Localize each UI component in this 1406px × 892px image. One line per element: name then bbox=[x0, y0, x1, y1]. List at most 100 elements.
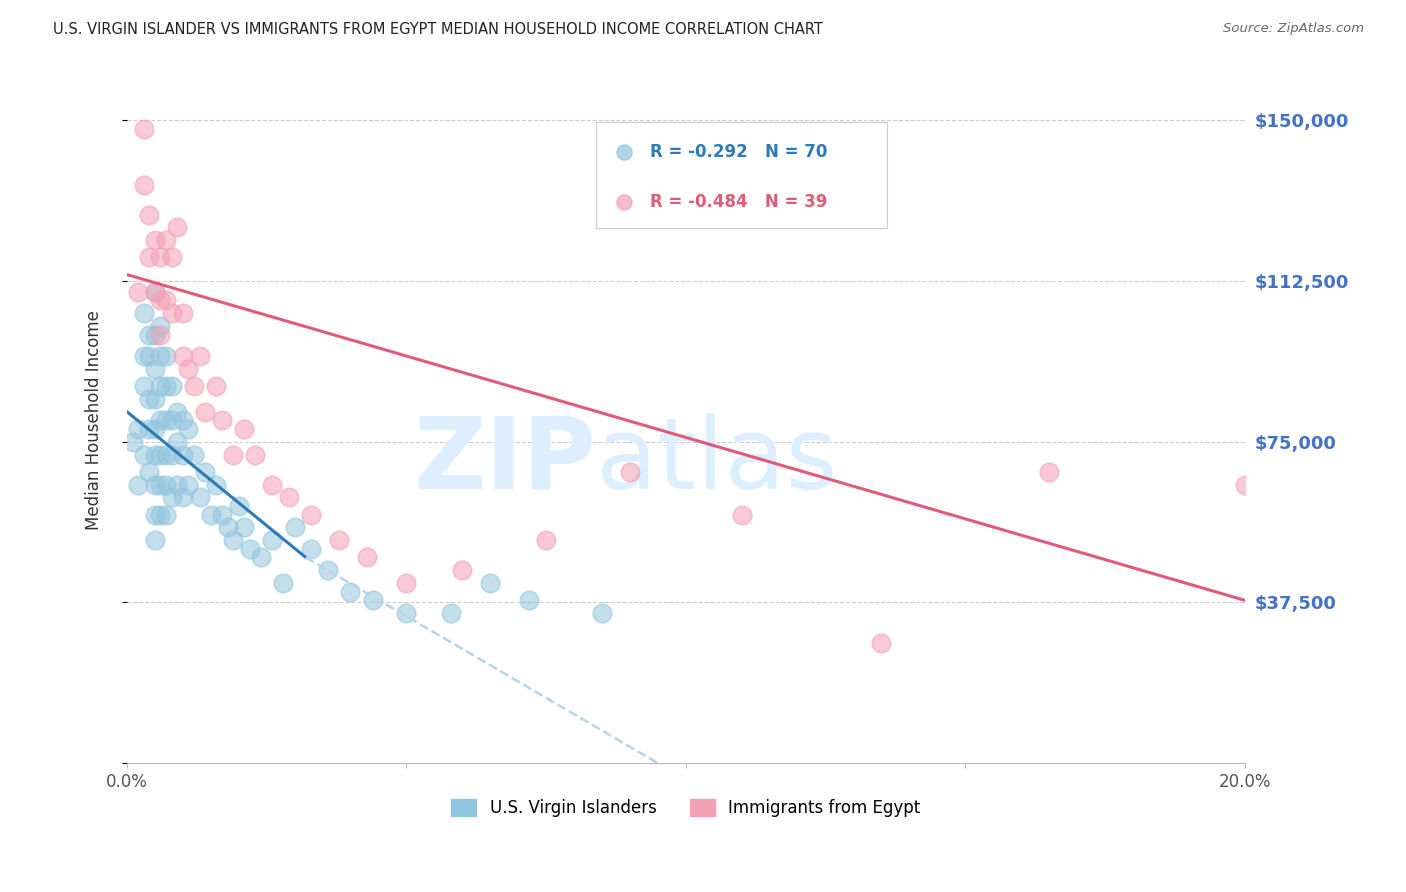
Point bbox=[143, 448, 166, 462]
Point bbox=[250, 550, 273, 565]
Point bbox=[228, 499, 250, 513]
Point bbox=[138, 422, 160, 436]
Text: Source: ZipAtlas.com: Source: ZipAtlas.com bbox=[1223, 22, 1364, 36]
Point bbox=[160, 306, 183, 320]
Point bbox=[166, 477, 188, 491]
Point bbox=[183, 379, 205, 393]
Point bbox=[149, 327, 172, 342]
Point bbox=[361, 593, 384, 607]
Point bbox=[177, 362, 200, 376]
Point bbox=[479, 576, 502, 591]
Point bbox=[245, 448, 267, 462]
Point bbox=[149, 477, 172, 491]
Point bbox=[870, 636, 893, 650]
Point bbox=[395, 606, 418, 620]
Point bbox=[143, 362, 166, 376]
Point bbox=[211, 413, 233, 427]
Text: R = -0.484   N = 39: R = -0.484 N = 39 bbox=[650, 193, 827, 211]
Point bbox=[155, 233, 177, 247]
Point bbox=[160, 413, 183, 427]
Point bbox=[395, 576, 418, 591]
Point bbox=[138, 465, 160, 479]
Point bbox=[172, 448, 194, 462]
Point bbox=[1233, 477, 1256, 491]
Point bbox=[205, 477, 228, 491]
Point bbox=[1038, 465, 1060, 479]
Point bbox=[143, 285, 166, 299]
Point bbox=[339, 584, 361, 599]
Point bbox=[138, 327, 160, 342]
Point bbox=[155, 413, 177, 427]
Point bbox=[166, 405, 188, 419]
Point bbox=[160, 251, 183, 265]
Point bbox=[138, 349, 160, 363]
Point bbox=[619, 465, 641, 479]
Point bbox=[138, 392, 160, 406]
Point bbox=[233, 520, 256, 534]
Point bbox=[155, 379, 177, 393]
Point bbox=[149, 318, 172, 333]
Point bbox=[316, 563, 339, 577]
Point bbox=[127, 422, 149, 436]
Point bbox=[143, 422, 166, 436]
Point bbox=[278, 491, 301, 505]
Point bbox=[121, 434, 143, 449]
Point bbox=[356, 550, 378, 565]
Point bbox=[273, 576, 295, 591]
Point bbox=[143, 233, 166, 247]
Point bbox=[328, 533, 350, 548]
Point bbox=[284, 520, 307, 534]
Legend: U.S. Virgin Islanders, Immigrants from Egypt: U.S. Virgin Islanders, Immigrants from E… bbox=[444, 792, 927, 823]
Point bbox=[155, 508, 177, 522]
Point bbox=[149, 413, 172, 427]
Point bbox=[132, 306, 155, 320]
Point bbox=[262, 477, 284, 491]
Point bbox=[451, 563, 474, 577]
Point bbox=[149, 251, 172, 265]
Point bbox=[517, 593, 540, 607]
Point bbox=[155, 293, 177, 308]
Point bbox=[138, 251, 160, 265]
Point bbox=[132, 178, 155, 192]
Point bbox=[217, 520, 239, 534]
Point bbox=[143, 392, 166, 406]
Point bbox=[211, 508, 233, 522]
Point bbox=[194, 405, 217, 419]
Point bbox=[177, 477, 200, 491]
Point bbox=[132, 448, 155, 462]
Point bbox=[138, 208, 160, 222]
Point bbox=[172, 349, 194, 363]
Point bbox=[155, 349, 177, 363]
Point bbox=[166, 434, 188, 449]
Point bbox=[143, 477, 166, 491]
Point bbox=[172, 491, 194, 505]
Point bbox=[731, 508, 754, 522]
Text: U.S. VIRGIN ISLANDER VS IMMIGRANTS FROM EGYPT MEDIAN HOUSEHOLD INCOME CORRELATIO: U.S. VIRGIN ISLANDER VS IMMIGRANTS FROM … bbox=[53, 22, 824, 37]
Point bbox=[149, 293, 172, 308]
Point bbox=[132, 349, 155, 363]
Point bbox=[143, 327, 166, 342]
Point bbox=[534, 533, 557, 548]
Point bbox=[149, 508, 172, 522]
Point bbox=[299, 508, 322, 522]
Point bbox=[591, 606, 613, 620]
Point bbox=[155, 448, 177, 462]
Point bbox=[172, 306, 194, 320]
Point bbox=[233, 422, 256, 436]
Point bbox=[200, 508, 222, 522]
Text: ZIP: ZIP bbox=[413, 413, 596, 510]
Point bbox=[143, 285, 166, 299]
Y-axis label: Median Household Income: Median Household Income bbox=[86, 310, 103, 530]
Point bbox=[132, 121, 155, 136]
Point bbox=[132, 379, 155, 393]
Point bbox=[149, 379, 172, 393]
Point bbox=[127, 477, 149, 491]
Point bbox=[160, 379, 183, 393]
Point bbox=[127, 285, 149, 299]
Point bbox=[149, 349, 172, 363]
FancyBboxPatch shape bbox=[596, 122, 887, 228]
Text: atlas: atlas bbox=[596, 413, 838, 510]
Point bbox=[239, 541, 262, 556]
Point bbox=[188, 491, 211, 505]
Point bbox=[172, 413, 194, 427]
